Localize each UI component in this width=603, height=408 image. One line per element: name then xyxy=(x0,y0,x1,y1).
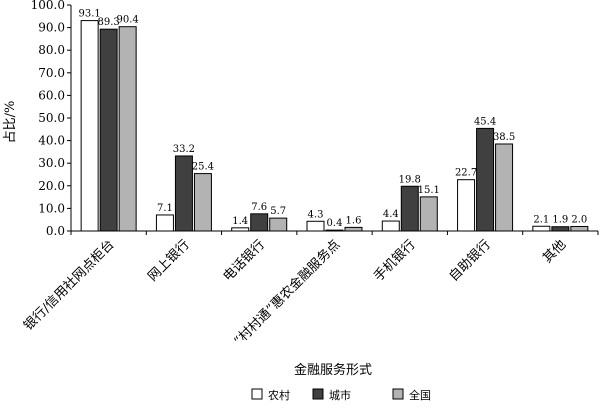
data-label: 1.4 xyxy=(232,216,248,227)
data-label: 7.1 xyxy=(157,203,173,214)
category-label: 网上银行 xyxy=(145,237,192,284)
data-label: 2.1 xyxy=(533,214,549,225)
data-label: 38.5 xyxy=(493,132,515,143)
data-label: 4.3 xyxy=(308,209,324,220)
bar xyxy=(495,143,514,232)
y-tick-label: 50.0 xyxy=(38,111,65,125)
data-label: 25.4 xyxy=(192,162,214,173)
legend-swatch xyxy=(392,388,404,400)
bar xyxy=(457,179,476,232)
bar xyxy=(419,196,438,232)
bar xyxy=(155,214,174,232)
data-label: 93.1 xyxy=(79,9,101,20)
category-label: 银行/信用社网点柜台 xyxy=(20,237,117,334)
data-label: 7.6 xyxy=(251,202,267,213)
y-tick-label: 20.0 xyxy=(38,179,65,193)
data-label: 5.7 xyxy=(270,206,286,217)
data-label: 22.7 xyxy=(455,168,477,179)
bar xyxy=(193,173,212,232)
data-label: 15.1 xyxy=(418,185,440,196)
legend-swatch xyxy=(312,388,324,400)
legend: 农村 城市 全国 xyxy=(251,388,431,402)
bar xyxy=(174,155,193,232)
legend-label: 农村 xyxy=(268,388,290,402)
bar xyxy=(118,26,137,232)
bars xyxy=(80,20,589,232)
axes: 0.0 10.0 20.0 30.0 40.0 50.0 60.0 70.0 80.0 90.0 1… xyxy=(31,0,599,238)
legend-label: 城市 xyxy=(329,388,351,402)
bar xyxy=(99,28,118,232)
y-tick-label: 30.0 xyxy=(38,156,65,170)
bar xyxy=(476,127,495,232)
category-label: 自助银行 xyxy=(447,237,494,284)
data-label: 45.4 xyxy=(474,116,496,127)
bar xyxy=(80,20,99,232)
bar xyxy=(269,217,288,232)
data-label: 19.8 xyxy=(399,174,421,185)
bar xyxy=(551,226,570,232)
data-label: 0.4 xyxy=(327,218,343,229)
bar xyxy=(250,213,269,232)
y-axis-label: 占比/% xyxy=(3,101,18,144)
y-tick-label: 40.0 xyxy=(38,134,65,148)
bar xyxy=(570,225,589,232)
legend-label: 全国 xyxy=(409,388,431,402)
category-label: 其他 xyxy=(540,237,569,266)
y-tick-label: 0.0 xyxy=(46,224,65,238)
y-tick-label: 90.0 xyxy=(38,21,65,35)
y-tick-label: 80.0 xyxy=(38,43,65,57)
data-labels: 93.189.390.47.133.225.41.47.6 5.7 4.30.4 1.… xyxy=(79,9,588,230)
y-tick-label: 100.0 xyxy=(31,0,65,12)
legend-swatch xyxy=(251,388,263,400)
bar xyxy=(532,225,551,232)
category-labels: 银行/信用社网点柜台 网上银行 电话银行“村村通”惠农金融服务点 手机银行 自助银行 其他 xyxy=(20,237,569,350)
category-label: 手机银行 xyxy=(371,237,418,284)
data-label: 89.3 xyxy=(98,17,120,28)
bar xyxy=(344,226,363,232)
bar xyxy=(325,229,344,232)
data-label: 4.4 xyxy=(383,209,399,220)
data-label: 90.4 xyxy=(117,15,139,26)
y-tick-label: 10.0 xyxy=(38,201,65,215)
data-label: 1.9 xyxy=(552,215,568,226)
y-tick-label: 60.0 xyxy=(38,88,65,102)
bar xyxy=(306,220,325,232)
y-tick-label: 70.0 xyxy=(38,66,65,80)
bar xyxy=(400,185,419,232)
x-axis-label: 金融服务形式 xyxy=(294,362,372,378)
bar xyxy=(231,227,250,232)
data-label: 2.0 xyxy=(571,214,587,225)
data-label: 33.2 xyxy=(173,144,195,155)
bar xyxy=(381,220,400,232)
category-label: 电话银行 xyxy=(221,237,268,284)
data-label: 1.6 xyxy=(346,215,362,226)
